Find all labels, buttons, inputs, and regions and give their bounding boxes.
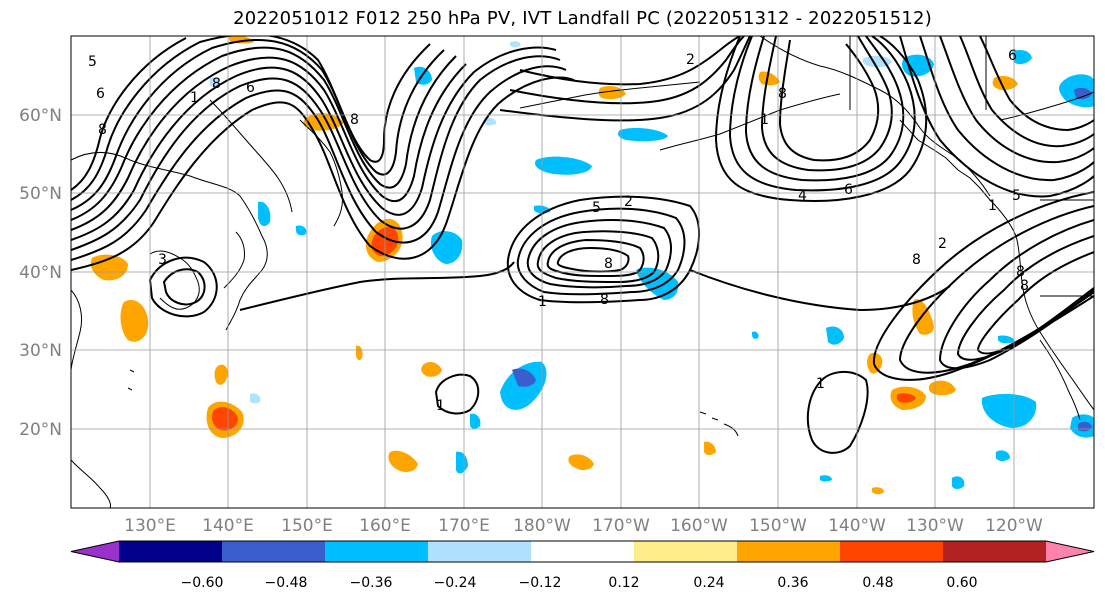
lon-label: 140°E <box>202 516 254 536</box>
contour-label: 1 <box>190 90 199 106</box>
lat-label: 50°N <box>19 184 62 204</box>
map-frame <box>70 35 1095 509</box>
lon-label: 170°W <box>592 516 650 536</box>
contour-layer <box>71 36 1094 454</box>
contour-label: 1 <box>538 294 547 310</box>
latitude-labels: 60°N 50°N 40°N 30°N 20°N <box>19 106 62 440</box>
colorbar-tick: 0.60 <box>946 575 977 591</box>
colorbar-segment <box>325 541 429 562</box>
contour-label: 8 <box>778 86 787 102</box>
colorbar-segment <box>634 541 738 562</box>
colorbar-tick: −0.24 <box>434 575 477 591</box>
contour-label: 1 <box>436 398 445 414</box>
colorbar-tick: −0.60 <box>181 575 224 591</box>
contour-label: 8 <box>98 122 107 138</box>
lon-label: 150°E <box>281 516 333 536</box>
lat-label: 40°N <box>19 263 62 283</box>
colorbar-tick: −0.12 <box>519 575 562 591</box>
contour-label: 8 <box>1020 278 1029 294</box>
contour-label: 8 <box>212 76 221 92</box>
colorbar-segment <box>943 541 1047 562</box>
contour-label: 2 <box>624 194 633 210</box>
contour-label: 1 <box>988 198 997 214</box>
contour-label: 5 <box>1012 188 1021 204</box>
contour-label: 4 <box>798 188 807 204</box>
colorbar-tick: 0.24 <box>693 575 724 591</box>
lat-label: 60°N <box>19 106 62 126</box>
colorbar <box>70 540 1095 563</box>
colorbar-tick: 0.36 <box>777 575 808 591</box>
colorbar-tick: −0.48 <box>265 575 308 591</box>
lon-label: 150°W <box>749 516 807 536</box>
graticule <box>71 36 1094 508</box>
colorbar-segment <box>840 541 944 562</box>
contour-label: 6 <box>246 80 255 96</box>
contour-label: 2 <box>938 236 947 252</box>
lon-label: 180°W <box>513 516 571 536</box>
lon-label: 160°E <box>359 516 411 536</box>
colorbar-outline <box>70 540 1095 563</box>
contour-label: 5 <box>88 54 97 70</box>
contour-labels: 5 6 8 1 8 6 8 2 8 4 6 1 8 2 1 3 8 1 5 5 … <box>88 48 1029 414</box>
lon-label: 160°W <box>670 516 728 536</box>
contour-label: 3 <box>158 252 167 268</box>
colorbar-ticks: −0.60 −0.48 −0.36 −0.24 −0.12 0.12 0.24 … <box>181 575 978 591</box>
colorbar-segment <box>119 541 223 562</box>
contour-label: 6 <box>844 182 853 198</box>
contour-label: 8 <box>350 112 359 128</box>
contour-label: 6 <box>96 86 105 102</box>
contour-label: 2 <box>686 52 695 68</box>
contour-label: 1 <box>816 376 825 392</box>
colorbar-segment <box>737 541 841 562</box>
colorbar-segment <box>531 541 635 562</box>
colorbar-segment <box>222 541 326 562</box>
contour-label: 8 <box>600 292 609 308</box>
map-title: 2022051012 F012 250 hPa PV, IVT Landfall… <box>233 8 932 29</box>
contour-label: 6 <box>1008 48 1017 64</box>
colorbar-tick: −0.36 <box>350 575 393 591</box>
contour-label: 8 <box>1016 264 1025 280</box>
longitude-labels: 130°E 140°E 150°E 160°E 170°E 180°W 170°… <box>124 516 1043 536</box>
contour-label: 8 <box>912 252 921 268</box>
contour-label: 1 <box>760 112 769 128</box>
lon-label: 120°W <box>985 516 1043 536</box>
colorbar-segment <box>428 541 532 562</box>
contour-label: 5 <box>592 200 601 216</box>
colorbar-extend-low <box>71 541 119 562</box>
colorbar-extend-high <box>1046 541 1094 562</box>
lat-label: 30°N <box>19 341 62 361</box>
lat-label: 20°N <box>19 420 62 440</box>
colorbar-tick: 0.12 <box>608 575 639 591</box>
colorbar-tick: 0.48 <box>862 575 893 591</box>
contour-label: 8 <box>604 256 613 272</box>
lon-label: 130°E <box>124 516 176 536</box>
lon-label: 170°E <box>438 516 490 536</box>
lon-label: 140°W <box>828 516 886 536</box>
lon-label: 130°W <box>906 516 964 536</box>
